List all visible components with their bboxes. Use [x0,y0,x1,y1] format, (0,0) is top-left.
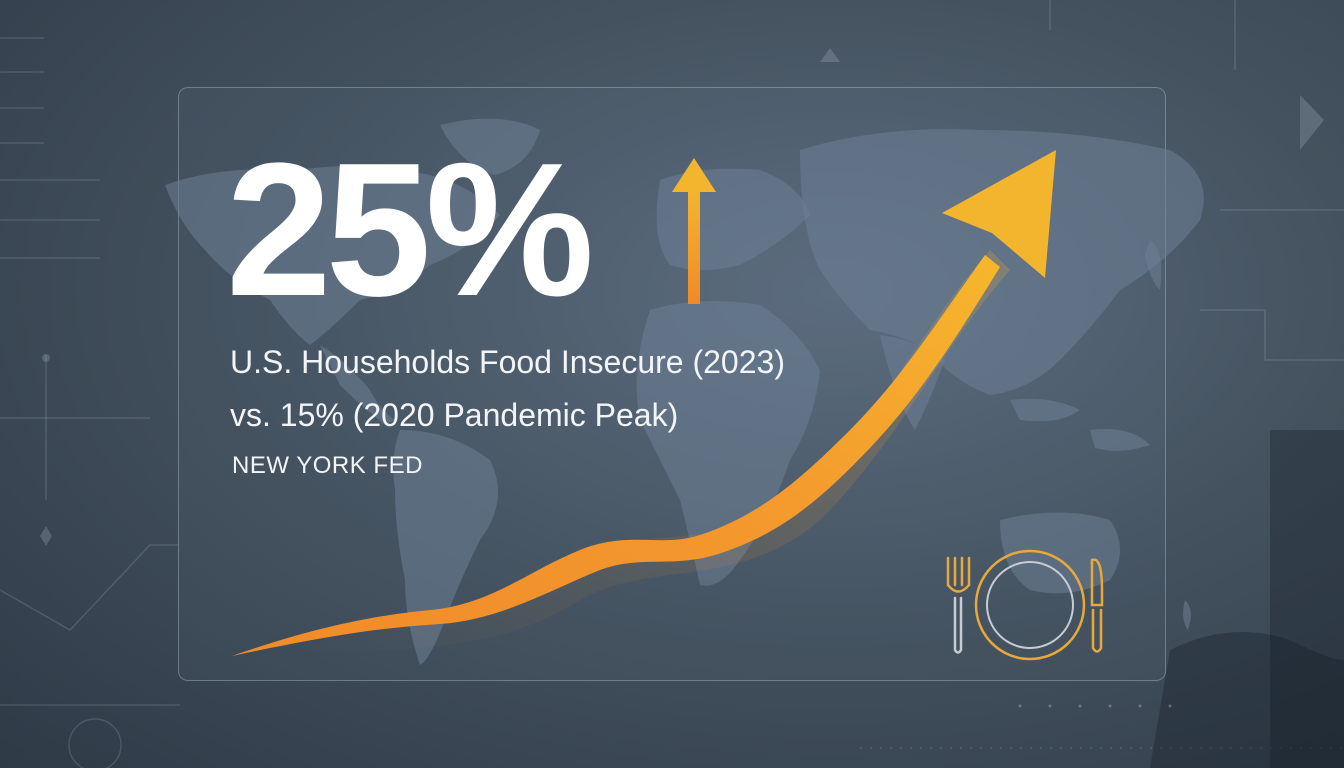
subtitle-line-1: U.S. Households Food Insecure (2023) [230,344,785,380]
up-arrow-icon [672,158,716,304]
fork-plate-knife-icon [946,549,1104,661]
source-label: NEW YORK FED [232,452,423,479]
headline-percentage: 25% [226,124,594,336]
subtitle-line-2: vs. 15% (2020 Pandemic Peak) [230,397,679,433]
trend-arrow-head [942,150,1056,278]
trend-arrow [232,255,1000,656]
